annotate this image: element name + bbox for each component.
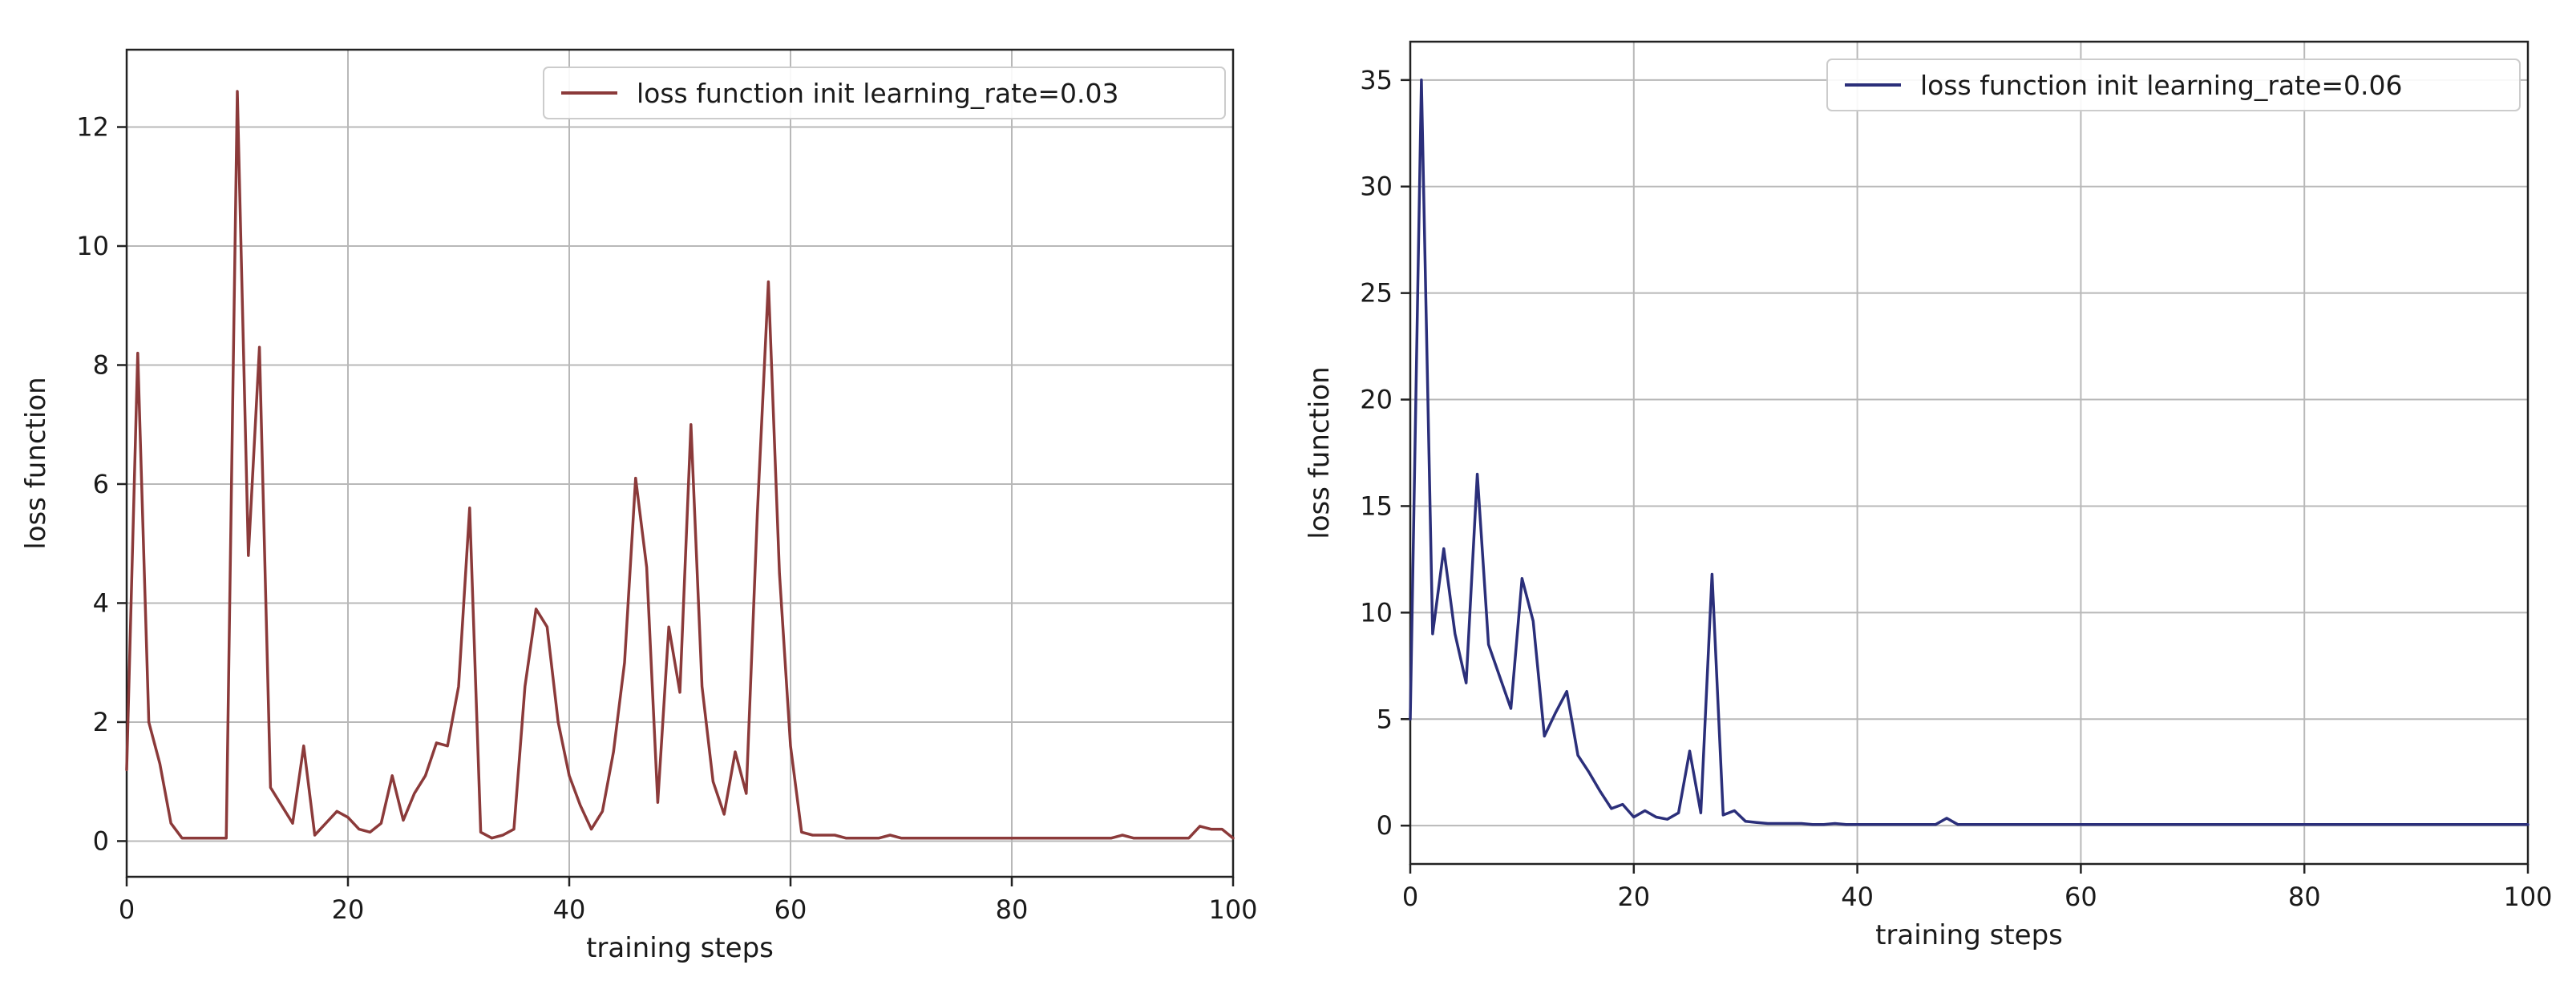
y-tick-label: 10	[76, 231, 109, 261]
legend: loss function init learning_rate=0.06	[1826, 59, 2521, 111]
y-tick-label: 4	[93, 587, 109, 618]
y-axis-label: loss function	[1304, 366, 1336, 539]
x-tick-label: 100	[1208, 894, 1257, 925]
y-tick-label: 15	[1360, 490, 1393, 521]
x-tick-label: 20	[332, 894, 365, 925]
y-tick-label: 0	[93, 826, 109, 856]
chart-2: 0 20 40 60 80 100 0 5 10 15 20 25 30 35 training steps…	[1304, 40, 2553, 951]
x-axis-label: training steps	[586, 932, 774, 964]
y-tick-label: 0	[1377, 810, 1393, 841]
y-tick-label: 2	[93, 707, 109, 737]
x-tick-label: 0	[119, 894, 135, 925]
x-tick-label: 40	[1841, 882, 1874, 912]
y-tick-label: 5	[1377, 704, 1393, 734]
y-tick-label: 6	[93, 469, 109, 499]
y-tick-label: 10	[1360, 597, 1393, 628]
axes-frame	[1409, 40, 2529, 866]
plot-area	[127, 50, 1233, 877]
plot-area	[1410, 42, 2528, 864]
x-tick-label: 80	[2288, 882, 2321, 912]
y-axis-label: loss function	[20, 377, 52, 549]
x-tick-label: 80	[996, 894, 1029, 925]
x-tick-label: 40	[553, 894, 586, 925]
legend: loss function init learning_rate=0.03	[543, 67, 1226, 119]
x-tick-label: 100	[2503, 882, 2552, 912]
y-tick-label: 8	[93, 349, 109, 380]
x-axis-label: training steps	[1875, 919, 2063, 951]
legend-box	[543, 67, 1226, 119]
x-tick-label: 60	[2064, 882, 2097, 912]
legend-label: loss function init learning_rate=0.06	[1920, 70, 2403, 101]
series-line-1	[125, 90, 1235, 840]
x-tick-label: 20	[1617, 882, 1650, 912]
legend-box	[1826, 59, 2521, 111]
y-tick-label: 20	[1360, 385, 1393, 415]
axes-frame	[125, 48, 1235, 878]
x-tick-label: 60	[774, 894, 807, 925]
y-tick-label: 30	[1360, 172, 1393, 202]
y-tick-label: 25	[1360, 278, 1393, 309]
chart-1: 0 20 40 60 80 100 0 2 4 6 8 10 12 training steps loss …	[20, 48, 1258, 964]
series-line-1	[1409, 79, 2529, 826]
x-tick-label: 0	[1402, 882, 1418, 912]
y-tick-label: 12	[76, 112, 109, 143]
y-tick-label: 35	[1360, 65, 1393, 95]
legend-label: loss function init learning_rate=0.03	[637, 78, 1119, 109]
